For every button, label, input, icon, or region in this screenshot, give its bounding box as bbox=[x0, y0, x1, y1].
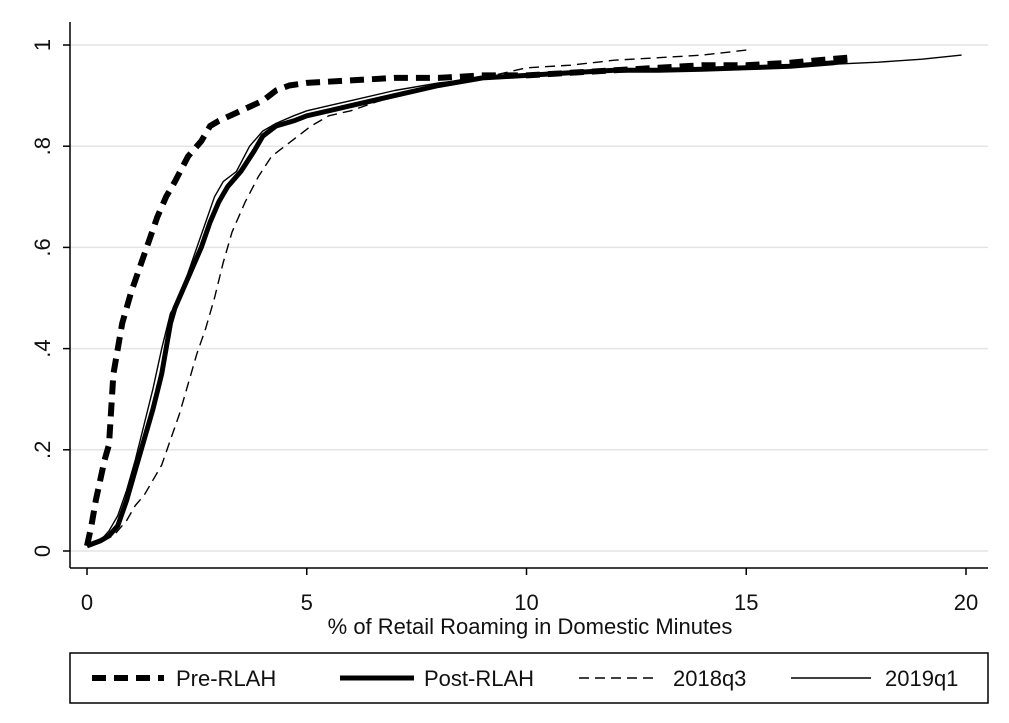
y-tick-label-0: 0 bbox=[30, 545, 55, 557]
series-lines bbox=[84, 49, 962, 549]
legend-label-1: Post-RLAH bbox=[424, 666, 534, 691]
y-tick-label-4: .8 bbox=[30, 137, 55, 155]
x-axis-title: % of Retail Roaming in Domestic Minutes bbox=[328, 614, 733, 639]
x-tick-label-4: 20 bbox=[954, 590, 978, 615]
y-tick-label-1: .2 bbox=[30, 441, 55, 459]
x-tick-label-2: 10 bbox=[514, 590, 538, 615]
legend: Pre-RLAH Post-RLAH 2018q3 2019q1 bbox=[69, 652, 989, 704]
legend-label-0: Pre-RLAH bbox=[176, 666, 276, 691]
series-line-2018q3 bbox=[86, 49, 747, 547]
x-tick-label-3: 15 bbox=[734, 590, 758, 615]
axes: 0.2.4.6.810 5 10 15 20 bbox=[30, 22, 988, 615]
x-tick-label-1: 5 bbox=[301, 590, 313, 615]
y-tick-label-5: 1 bbox=[30, 39, 55, 51]
legend-label-2: 2018q3 bbox=[673, 666, 746, 691]
gridlines bbox=[70, 44, 988, 552]
x-tick-label-0: 0 bbox=[81, 590, 93, 615]
series-line-2019q1 bbox=[86, 54, 962, 547]
legend-label-3: 2019q1 bbox=[885, 666, 958, 691]
y-tick-label-2: .4 bbox=[30, 339, 55, 357]
series-line-pre-rlah bbox=[84, 54, 848, 547]
y-tick-label-3: .6 bbox=[30, 238, 55, 256]
